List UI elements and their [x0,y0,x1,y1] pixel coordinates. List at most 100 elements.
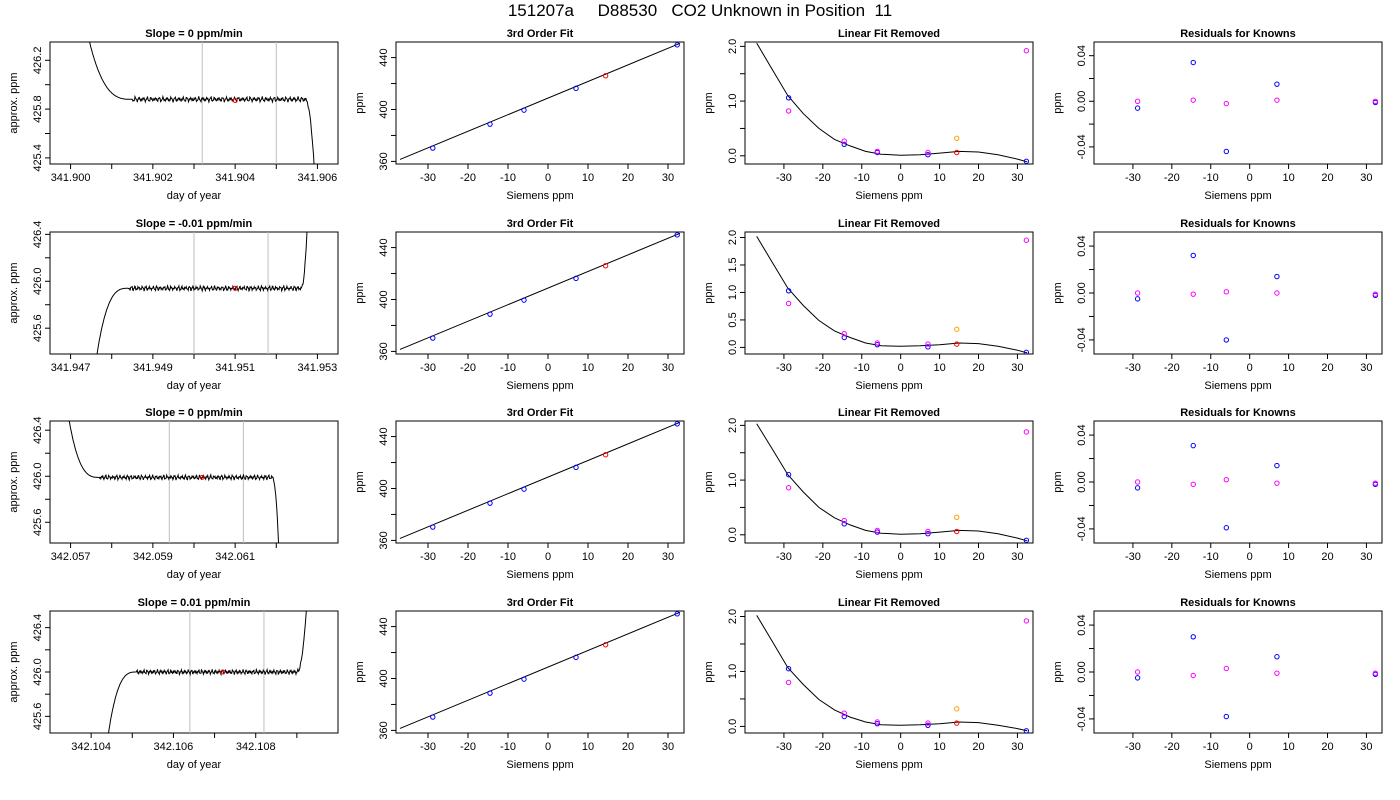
panel-title: 3rd Order Fit [507,218,574,230]
sample-marker [232,98,238,104]
x-axis-label: Siemens ppm [855,759,922,771]
plot-area [399,421,681,539]
y-axis-label: ppm [1052,92,1064,113]
data-point [1372,98,1379,104]
y-tick-label: 440 [378,48,390,66]
x-tick-label: -30 [420,362,436,374]
residuals-panel-1: Residuals for Knowns -30 -20 -10 0 10 20 30 -0.0… [1052,28,1383,202]
x-tick-label: 10 [933,362,945,374]
x-tick-label: 20 [972,362,984,374]
y-axis-label: ppm [354,661,366,682]
x-tick-label: 0 [545,172,551,184]
x-tick-label: 342.057 [51,551,91,563]
data-point [573,85,579,92]
y-axis-label: ppm [1052,282,1064,303]
x-tick-label: 0 [898,741,904,753]
y-tick-label: 1.0 [727,285,739,300]
data-point [1274,81,1280,87]
x-tick-label: -30 [1125,362,1141,374]
data-point [1134,479,1141,485]
y-tick-label: 425.8 [32,95,44,123]
y-tick-label: 426.4 [32,221,44,249]
data-point [925,530,931,537]
plot-frame [744,420,1034,544]
x-tick-label: 20 [972,741,984,753]
x-axis-label: Siemens ppm [506,569,573,581]
plot-area [1134,442,1379,531]
data-point [602,452,609,458]
panel-title: 3rd Order Fit [507,28,574,40]
x-tick-label: 341.904 [215,172,255,184]
x-tick-label: 342.061 [215,551,255,563]
linear-removed-panel-3: Linear Fit Removed -30 -20 -10 0 10 20 30 0.0 1.0… [703,407,1034,581]
y-tick-label: 360 [378,342,390,360]
y-axis-label: ppm [1052,471,1064,492]
data-point [1023,618,1030,624]
residuals-panel-4: Residuals for Knowns -30 -20 -10 0 10 20 30 -0.0… [1052,597,1383,771]
data-point [925,149,931,156]
y-tick-label: 426.0 [32,658,44,686]
panel-title: Linear Fit Removed [838,407,940,419]
x-tick-label: -10 [500,741,516,753]
x-tick-label: 341.900 [51,172,91,184]
y-tick-label: 0.00 [1076,471,1088,492]
x-axis-label: Siemens ppm [506,190,573,202]
y-tick-label: 0.0 [727,719,739,734]
x-tick-label: 30 [662,741,674,753]
x-tick-label: 20 [1321,551,1333,563]
data-point [487,121,493,127]
data-point [1223,476,1230,483]
y-tick-label: 425.6 [32,703,44,731]
plot-frame [744,610,1034,734]
x-tick-label: 0 [898,551,904,563]
plot-area [89,42,315,164]
data-point [1190,252,1196,259]
x-tick-label: 20 [622,172,634,184]
sample-marker [232,285,238,291]
plot-area [756,236,1030,354]
x-axis-label: day of year [167,569,222,581]
x-tick-label: -20 [460,741,476,753]
data-point [841,713,847,720]
y-axis-label: ppm [703,471,715,492]
data-point [954,149,960,156]
x-axis-label: Siemens ppm [506,380,573,392]
x-tick-label: 0 [1247,741,1253,753]
y-tick-label: 0.04 [1076,614,1088,635]
y-tick-label: 360 [378,531,390,549]
data-point [602,73,609,79]
x-tick-label: 10 [1282,172,1294,184]
panel-title: Residuals for Knowns [1180,218,1296,230]
data-point [1023,158,1030,164]
y-tick-label: 0.0 [727,527,739,542]
data-point [1190,59,1196,66]
x-tick-label: -10 [500,362,516,374]
x-tick-label: 0 [898,362,904,374]
x-tick-label: 341.947 [51,362,91,374]
x-tick-label: 342.059 [133,551,173,563]
x-tick-label: -10 [1203,362,1219,374]
panel-title: Slope = 0 ppm/min [145,28,243,40]
x-tick-label: 30 [662,172,674,184]
y-axis-label: ppm [354,471,366,492]
y-tick-label: 1.0 [727,472,739,487]
trace-line [68,421,280,543]
y-tick-label: 425.4 [32,144,44,172]
data-point [674,232,680,238]
y-axis-label: approx. ppm [8,451,20,512]
x-tick-label: -20 [815,741,831,753]
data-point [925,528,931,535]
data-point [1274,290,1280,296]
y-tick-label: 0.0 [727,340,739,355]
y-tick-label: 2.0 [727,39,739,54]
y-tick-label: 0.04 [1076,424,1088,445]
data-point [430,335,436,341]
data-point [674,42,680,48]
x-tick-label: 30 [662,362,674,374]
x-tick-label: -30 [1125,741,1141,753]
x-tick-label: 341.906 [298,172,338,184]
panel-title: Linear Fit Removed [838,28,940,40]
y-tick-label: 425.6 [32,509,44,537]
x-axis-label: Siemens ppm [1204,759,1271,771]
